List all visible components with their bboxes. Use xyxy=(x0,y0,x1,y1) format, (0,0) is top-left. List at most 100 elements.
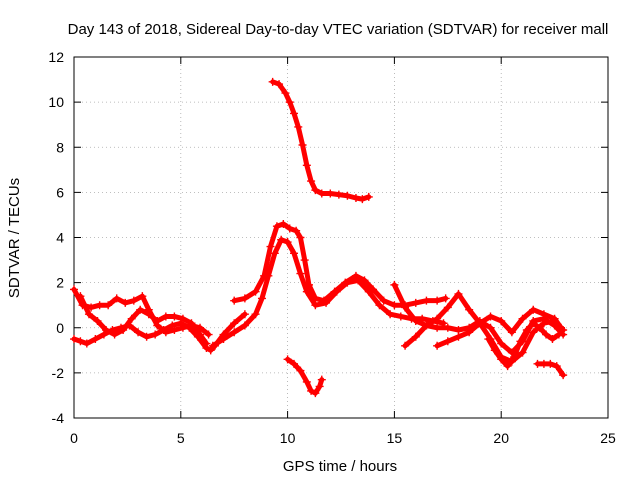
data-point-plus xyxy=(422,296,431,305)
data-point-plus xyxy=(302,377,311,386)
data-point-plus xyxy=(317,375,326,384)
data-point-plus xyxy=(307,177,316,186)
data-point-plus xyxy=(210,341,219,350)
data-point-plus xyxy=(279,219,288,228)
data-point-plus xyxy=(411,316,420,325)
data-point-plus xyxy=(364,287,373,296)
data-point-plus xyxy=(315,382,324,391)
data-point-plus xyxy=(283,355,292,364)
data-point-plus xyxy=(465,328,474,337)
series-trace xyxy=(77,293,209,347)
data-point-plus xyxy=(102,326,111,335)
data-point-plus xyxy=(187,319,196,328)
data-point-plus xyxy=(546,359,555,368)
data-point-plus xyxy=(281,89,290,98)
data-point-plus xyxy=(204,330,213,339)
data-point-plus xyxy=(317,189,326,198)
data-point-plus xyxy=(296,366,305,375)
y-tick-label: -4 xyxy=(52,410,65,426)
x-tick-label: 5 xyxy=(177,430,185,446)
series-track-dip xyxy=(283,355,326,398)
data-point-plus xyxy=(307,386,316,395)
data-point-plus xyxy=(557,323,566,332)
data-point-plus xyxy=(433,323,442,332)
y-tick-label: 2 xyxy=(56,275,64,291)
y-tick-label: 12 xyxy=(48,49,64,65)
data-point-plus xyxy=(311,389,320,398)
data-point-plus xyxy=(554,330,563,339)
data-point-plus xyxy=(134,328,143,337)
data-point-plus xyxy=(443,337,452,346)
data-point-plus xyxy=(507,328,516,337)
data-point-plus xyxy=(443,323,452,332)
data-point-plus xyxy=(76,337,85,346)
data-point-plus xyxy=(290,359,299,368)
data-point-plus xyxy=(332,287,341,296)
data-point-plus xyxy=(178,323,187,332)
data-point-plus xyxy=(219,330,228,339)
data-point-plus xyxy=(240,310,249,319)
y-axis-label: SDTVAR / TECUs xyxy=(6,178,23,298)
data-point-plus xyxy=(290,109,299,118)
data-point-plus xyxy=(542,330,551,339)
series-trace xyxy=(71,311,248,353)
data-point-plus xyxy=(497,316,506,325)
data-point-plus xyxy=(390,280,399,289)
x-axis-label: GPS time / hours xyxy=(283,458,397,475)
data-point-plus xyxy=(275,80,284,89)
series-track-late-d xyxy=(484,319,563,371)
data-point-plus xyxy=(550,314,559,323)
x-tick-label: 0 xyxy=(70,430,78,446)
data-point-plus xyxy=(294,122,303,131)
data-point-plus xyxy=(240,294,249,303)
data-point-plus xyxy=(364,192,373,201)
data-point-plus xyxy=(292,226,301,235)
data-point-plus xyxy=(302,161,311,170)
data-point-plus xyxy=(119,326,128,335)
data-point-plus xyxy=(206,346,215,355)
y-tick-label: -2 xyxy=(52,365,65,381)
data-point-plus xyxy=(230,296,239,305)
data-point-plus xyxy=(322,298,331,307)
data-point-plus xyxy=(136,305,145,314)
axis-ticks: 0 5 10 15 20 25 -4 -2 0 2 4 6 8 10 12 xyxy=(48,49,616,446)
data-point-plus xyxy=(539,310,548,319)
data-point-plus xyxy=(161,312,170,321)
data-point-plus xyxy=(230,328,239,337)
data-point-plus xyxy=(251,287,260,296)
data-point-plus xyxy=(518,348,527,357)
data-point-plus xyxy=(354,276,363,285)
series-track-high-decay xyxy=(268,77,373,204)
series-track-peak-lower xyxy=(208,235,448,350)
series-track-early-c xyxy=(76,292,211,348)
data-point-plus xyxy=(270,249,279,258)
data-point-plus xyxy=(300,256,309,265)
data-point-plus xyxy=(529,305,538,314)
data-point-plus xyxy=(153,316,162,325)
data-point-plus xyxy=(112,294,121,303)
data-point-plus xyxy=(490,346,499,355)
data-point-plus xyxy=(70,335,78,344)
data-point-plus xyxy=(375,301,384,310)
data-point-plus xyxy=(202,339,211,348)
data-point-plus xyxy=(76,292,85,301)
data-point-plus xyxy=(104,301,113,310)
x-tick-label: 25 xyxy=(600,430,616,446)
series-trace xyxy=(485,320,562,369)
series-trace xyxy=(285,356,325,396)
data-point-plus xyxy=(343,191,352,200)
data-point-plus xyxy=(84,310,93,319)
data-point-plus xyxy=(497,355,506,364)
data-point-plus xyxy=(422,321,431,330)
data-point-plus xyxy=(142,332,151,341)
data-point-plus xyxy=(475,319,484,328)
data-point-plus xyxy=(535,323,544,332)
data-point-plus xyxy=(93,316,102,325)
data-point-plus xyxy=(264,271,273,280)
data-point-plus xyxy=(379,296,388,305)
data-point-plus xyxy=(386,310,395,319)
data-point-plus xyxy=(170,326,179,335)
data-point-plus xyxy=(454,289,463,298)
data-point-plus xyxy=(433,314,442,323)
y-tick-label: 0 xyxy=(56,320,64,336)
